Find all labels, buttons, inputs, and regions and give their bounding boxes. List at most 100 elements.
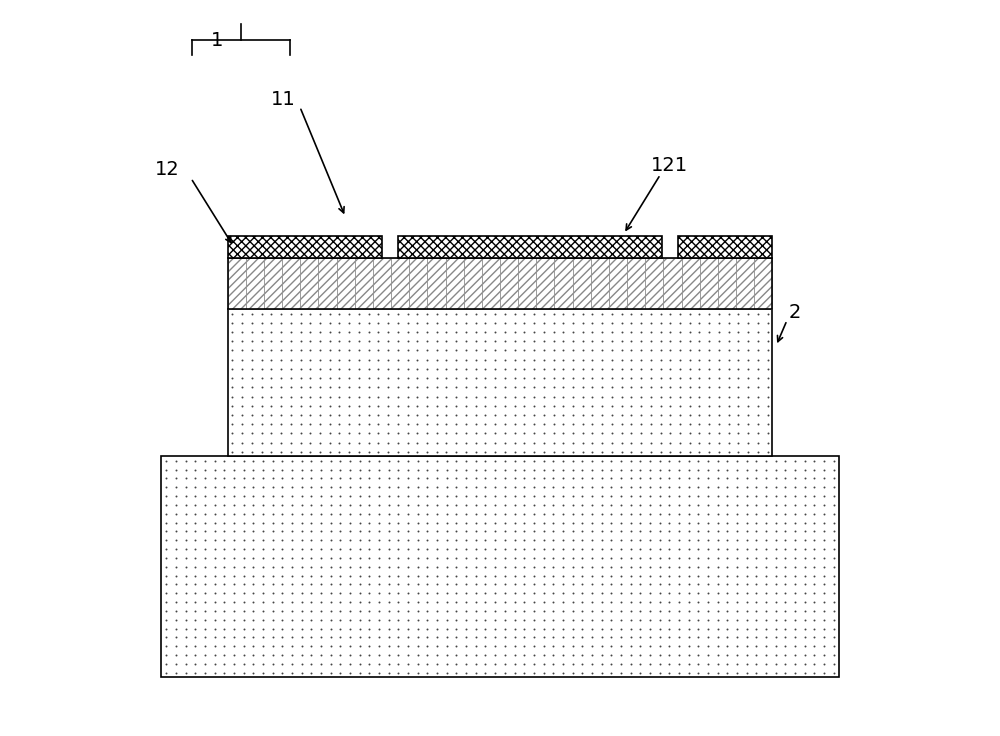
Point bbox=[429, 543, 445, 555]
Point bbox=[760, 372, 776, 384]
Point bbox=[284, 455, 300, 467]
Point bbox=[700, 455, 716, 467]
Point bbox=[661, 499, 677, 511]
Point bbox=[216, 614, 232, 626]
Point bbox=[661, 534, 677, 546]
Point bbox=[197, 464, 213, 475]
Point bbox=[652, 543, 668, 555]
Point bbox=[331, 381, 347, 393]
Point bbox=[477, 499, 493, 511]
Point bbox=[613, 570, 629, 581]
Point bbox=[302, 317, 318, 329]
Point bbox=[681, 623, 697, 634]
Point bbox=[750, 344, 766, 356]
Point bbox=[254, 446, 270, 458]
Point bbox=[768, 649, 784, 661]
Point bbox=[342, 561, 358, 573]
Point bbox=[671, 561, 687, 573]
Point bbox=[341, 317, 357, 329]
Point bbox=[681, 464, 697, 475]
Point bbox=[468, 344, 484, 356]
Point bbox=[632, 596, 648, 608]
Point bbox=[507, 473, 523, 484]
Point bbox=[739, 508, 755, 520]
Point bbox=[739, 543, 755, 555]
Point bbox=[322, 418, 338, 430]
Point bbox=[293, 354, 309, 366]
Point bbox=[254, 326, 270, 338]
Point bbox=[574, 605, 590, 617]
Point bbox=[787, 473, 803, 484]
Point bbox=[477, 391, 493, 403]
Point bbox=[263, 372, 279, 384]
Point bbox=[536, 667, 552, 679]
Point bbox=[565, 391, 581, 403]
Point bbox=[507, 455, 523, 467]
Point bbox=[806, 667, 822, 679]
Point bbox=[341, 428, 357, 439]
Point bbox=[216, 464, 232, 475]
Point bbox=[323, 614, 339, 626]
Point bbox=[652, 481, 668, 493]
Point bbox=[468, 649, 484, 661]
Point bbox=[691, 372, 707, 384]
Point bbox=[633, 308, 649, 319]
Point bbox=[294, 481, 310, 493]
Point bbox=[381, 587, 397, 599]
Point bbox=[536, 570, 552, 581]
Point bbox=[816, 464, 832, 475]
Point bbox=[332, 596, 348, 608]
Point bbox=[244, 446, 260, 458]
Point bbox=[516, 596, 532, 608]
Point bbox=[748, 658, 764, 670]
Point bbox=[458, 578, 474, 590]
Point bbox=[284, 534, 300, 546]
Point bbox=[642, 570, 658, 581]
Point bbox=[584, 381, 600, 393]
Point bbox=[711, 344, 727, 356]
Point bbox=[293, 446, 309, 458]
Point bbox=[468, 409, 484, 421]
Point bbox=[448, 418, 464, 430]
Point bbox=[274, 543, 290, 555]
Point bbox=[613, 623, 629, 634]
Point bbox=[613, 596, 629, 608]
Point bbox=[236, 517, 252, 528]
Point bbox=[555, 391, 571, 403]
Point bbox=[787, 667, 803, 679]
Point bbox=[739, 667, 755, 679]
Point bbox=[187, 473, 203, 484]
Point bbox=[283, 446, 299, 458]
Point bbox=[302, 344, 318, 356]
Point bbox=[390, 418, 406, 430]
Point bbox=[323, 596, 339, 608]
Point bbox=[739, 605, 755, 617]
Point bbox=[419, 400, 435, 411]
Point bbox=[284, 473, 300, 484]
Point bbox=[701, 446, 717, 458]
Point bbox=[768, 631, 784, 643]
Point bbox=[662, 446, 678, 458]
Bar bbox=[355, 258, 373, 309]
Point bbox=[545, 508, 561, 520]
Point bbox=[739, 517, 755, 528]
Point bbox=[274, 667, 290, 679]
Point bbox=[351, 400, 367, 411]
Point bbox=[303, 623, 319, 634]
Point bbox=[516, 464, 532, 475]
Point bbox=[768, 508, 784, 520]
Point bbox=[729, 658, 745, 670]
Point bbox=[750, 317, 766, 329]
Point bbox=[371, 552, 387, 564]
Point bbox=[710, 517, 726, 528]
Point bbox=[507, 640, 523, 652]
Point bbox=[623, 308, 639, 319]
Point bbox=[361, 508, 377, 520]
Point bbox=[575, 381, 591, 393]
Point bbox=[370, 428, 386, 439]
Point bbox=[690, 631, 706, 643]
Point bbox=[758, 667, 774, 679]
Point bbox=[361, 631, 377, 643]
Point bbox=[701, 436, 717, 448]
Point bbox=[381, 534, 397, 546]
